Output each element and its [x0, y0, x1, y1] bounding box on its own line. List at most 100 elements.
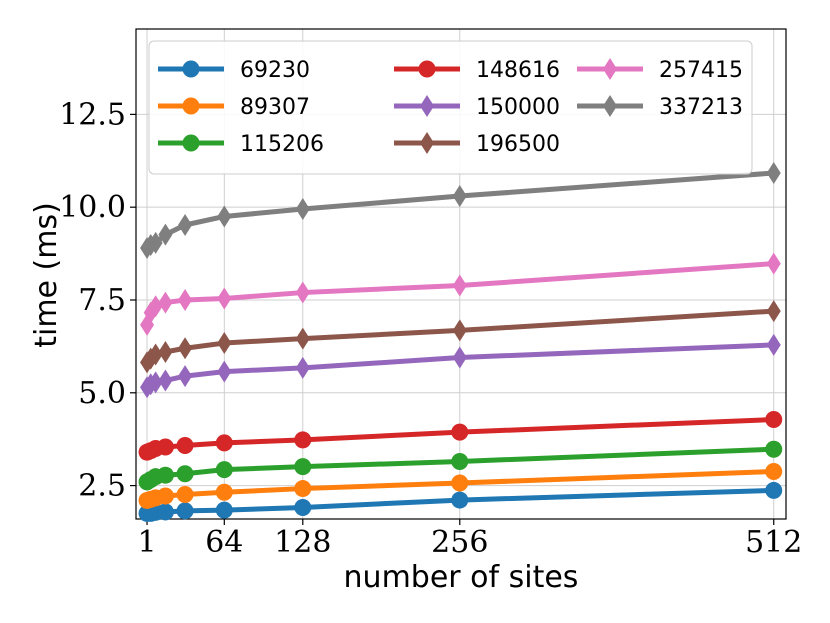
legend-entry: 257415	[577, 58, 743, 83]
legend-entry: 150000	[394, 95, 560, 120]
data-point	[294, 480, 312, 498]
legend-label: 115206	[240, 132, 324, 157]
y-axis-label: time (ms)	[29, 202, 64, 348]
data-point	[294, 431, 312, 449]
data-point	[451, 452, 469, 470]
x-tick-label: 64	[205, 525, 243, 560]
data-point	[452, 319, 467, 342]
x-tick-label: 1	[137, 525, 156, 560]
data-point	[148, 371, 163, 394]
data-point	[178, 337, 193, 360]
data-point	[158, 223, 173, 246]
data-point	[215, 483, 233, 501]
data-point	[295, 198, 310, 221]
data-point	[452, 346, 467, 369]
data-point	[158, 369, 173, 392]
data-point	[176, 465, 194, 483]
x-ticks: 1 64 128 256 512	[137, 519, 802, 560]
data-point	[766, 162, 781, 185]
legend-entry: 69230	[158, 58, 310, 83]
legend-marker	[420, 132, 434, 154]
data-point	[452, 185, 467, 208]
legend-marker	[182, 97, 200, 115]
data-point	[158, 340, 173, 363]
series-lines	[138, 162, 783, 522]
data-point	[766, 252, 781, 275]
data-point	[148, 343, 163, 366]
data-point	[217, 332, 232, 355]
data-point	[178, 288, 193, 311]
data-point	[156, 438, 174, 456]
data-point	[217, 287, 232, 310]
legend-marker	[418, 60, 436, 78]
data-point	[294, 498, 312, 516]
y-tick-label: 7.5	[78, 283, 126, 318]
data-point	[148, 295, 163, 318]
data-point	[148, 231, 163, 254]
data-point	[215, 501, 233, 519]
x-tick-label: 512	[745, 525, 802, 560]
legend-entry: 337213	[577, 95, 743, 120]
data-point	[215, 434, 233, 452]
data-point	[452, 274, 467, 297]
series-148616	[138, 411, 783, 461]
data-point	[766, 333, 781, 356]
x-tick-label: 256	[431, 525, 488, 560]
data-point	[178, 214, 193, 236]
legend-label: 150000	[476, 95, 560, 120]
data-point	[295, 356, 310, 379]
data-point	[156, 503, 174, 521]
legend: 69230 89307 115206 148616 150000 196500 257415…	[148, 40, 753, 175]
data-point	[156, 466, 174, 484]
y-tick-label: 2.5	[78, 469, 126, 504]
data-point	[178, 365, 193, 388]
legend-marker	[182, 60, 200, 78]
series-69230	[138, 481, 783, 522]
plot-area-frame	[135, 28, 787, 520]
series-257415	[140, 252, 781, 336]
x-axis-label: number of sites	[344, 560, 579, 595]
series-line	[145, 170, 774, 250]
data-point	[176, 437, 194, 454]
series-150000	[140, 333, 781, 399]
legend-marker	[420, 95, 434, 117]
series-89307	[138, 462, 783, 509]
data-point	[217, 205, 232, 228]
y-tick-label: 12.5	[59, 97, 126, 132]
legend-entry: 89307	[158, 95, 310, 120]
legend-marker	[603, 58, 617, 80]
legend-entry: 115206	[158, 132, 324, 157]
data-point	[766, 300, 781, 323]
data-point	[156, 487, 174, 505]
legend-label: 196500	[476, 132, 560, 157]
data-point	[215, 461, 233, 479]
data-point	[295, 327, 310, 350]
data-point	[294, 458, 312, 476]
legend-label: 148616	[476, 58, 560, 83]
legend-entry: 148616	[394, 58, 560, 83]
y-tick-label: 5.0	[78, 376, 126, 411]
data-point	[765, 411, 783, 429]
data-point	[765, 440, 783, 458]
legend-label: 257415	[659, 58, 743, 83]
x-tick-label: 128	[274, 525, 331, 560]
data-point	[451, 423, 469, 441]
data-point	[158, 291, 173, 314]
legend-label: 337213	[659, 95, 743, 120]
legend-marker	[182, 134, 200, 152]
data-point	[217, 360, 232, 383]
series-337213	[140, 162, 781, 260]
y-tick-label: 10.0	[59, 190, 126, 225]
legend-entry: 196500	[394, 132, 560, 157]
legend-label: 69230	[240, 58, 310, 83]
legend-label: 89307	[240, 95, 310, 120]
y-ticks: 2.5 5.0 7.5 10.0 12.5	[59, 97, 136, 504]
data-point	[176, 502, 194, 520]
data-point	[295, 281, 310, 304]
series-115206	[138, 440, 783, 491]
legend-marker	[603, 95, 617, 117]
data-point	[451, 491, 469, 509]
data-point	[451, 474, 469, 492]
series-196500	[140, 300, 781, 374]
